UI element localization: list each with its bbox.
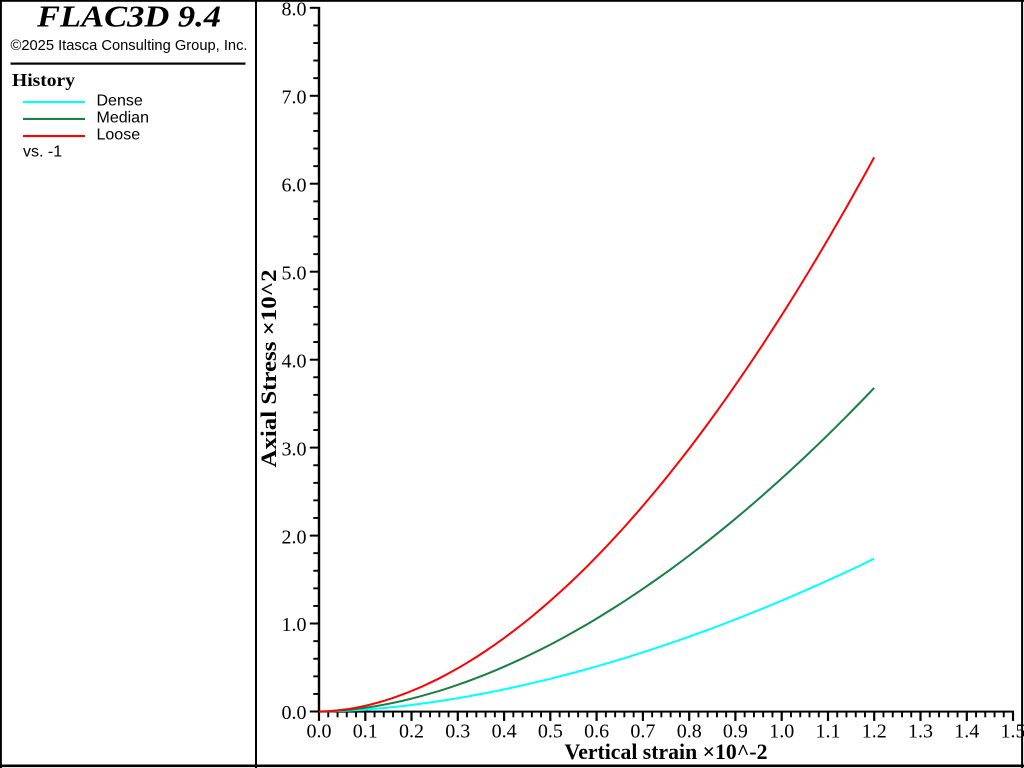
svg-text:0.5: 0.5 [538,721,563,743]
svg-text:1.2: 1.2 [862,721,887,743]
svg-text:2.0: 2.0 [282,526,307,548]
svg-text:5.0: 5.0 [282,262,307,284]
svg-text:History: History [12,70,75,90]
svg-text:4.0: 4.0 [282,350,307,372]
svg-text:Loose: Loose [97,127,141,144]
svg-text:1.4: 1.4 [954,721,979,743]
svg-text:FLAC3D 9.4: FLAC3D 9.4 [36,0,221,34]
svg-text:0.2: 0.2 [399,721,424,743]
svg-text:1.5: 1.5 [1001,721,1024,743]
svg-text:8.0: 8.0 [282,0,307,21]
svg-text:7.0: 7.0 [282,87,307,109]
svg-text:Vertical strain ×10^-2: Vertical strain ×10^-2 [565,739,768,764]
svg-text:©2025 Itasca Consulting Group,: ©2025 Itasca Consulting Group, Inc. [11,37,248,54]
svg-text:1.0: 1.0 [769,721,794,743]
svg-text:0.1: 0.1 [353,721,378,743]
svg-text:0.8: 0.8 [677,721,702,743]
svg-text:0.7: 0.7 [630,721,655,743]
svg-text:Median: Median [97,109,149,126]
svg-text:0.0: 0.0 [307,721,332,743]
svg-text:0.3: 0.3 [445,721,470,743]
svg-text:6.0: 6.0 [282,174,307,196]
svg-text:vs. -1: vs. -1 [23,144,62,161]
svg-text:0.6: 0.6 [584,721,609,743]
svg-text:0.4: 0.4 [492,721,517,743]
svg-text:0.0: 0.0 [282,702,307,724]
svg-text:Axial Stress ×10^2: Axial Stress ×10^2 [256,270,281,468]
svg-text:1.1: 1.1 [816,721,841,743]
svg-text:0.9: 0.9 [723,721,748,743]
svg-text:1.0: 1.0 [282,614,307,636]
svg-text:3.0: 3.0 [282,438,307,460]
svg-text:1.3: 1.3 [908,721,933,743]
svg-text:Dense: Dense [97,93,143,110]
